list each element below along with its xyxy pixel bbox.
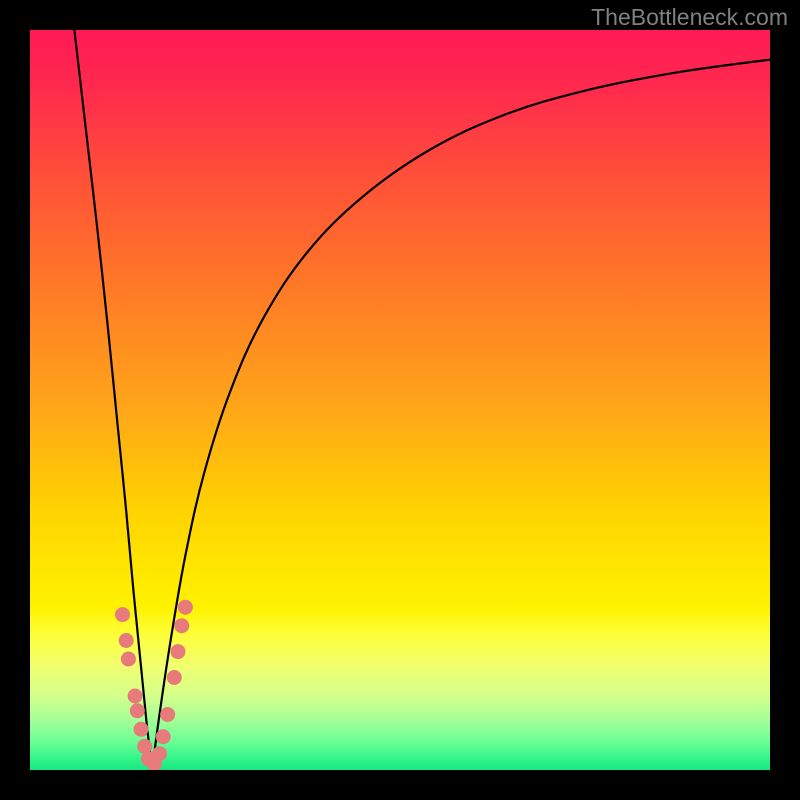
plot-area [30, 30, 770, 770]
marker-dot [152, 746, 167, 761]
marker-dot [160, 707, 175, 722]
marker-dot [119, 633, 134, 648]
marker-dot [121, 652, 136, 667]
watermark-text: TheBottleneck.com [591, 4, 788, 31]
marker-dot [115, 607, 130, 622]
marker-dot [171, 644, 186, 659]
marker-dot [167, 670, 182, 685]
plot-svg [30, 30, 770, 770]
marker-dot [174, 618, 189, 633]
marker-dot [128, 689, 143, 704]
marker-dot [178, 600, 193, 615]
marker-dot [156, 729, 171, 744]
marker-dot [134, 722, 149, 737]
marker-dot [130, 703, 145, 718]
